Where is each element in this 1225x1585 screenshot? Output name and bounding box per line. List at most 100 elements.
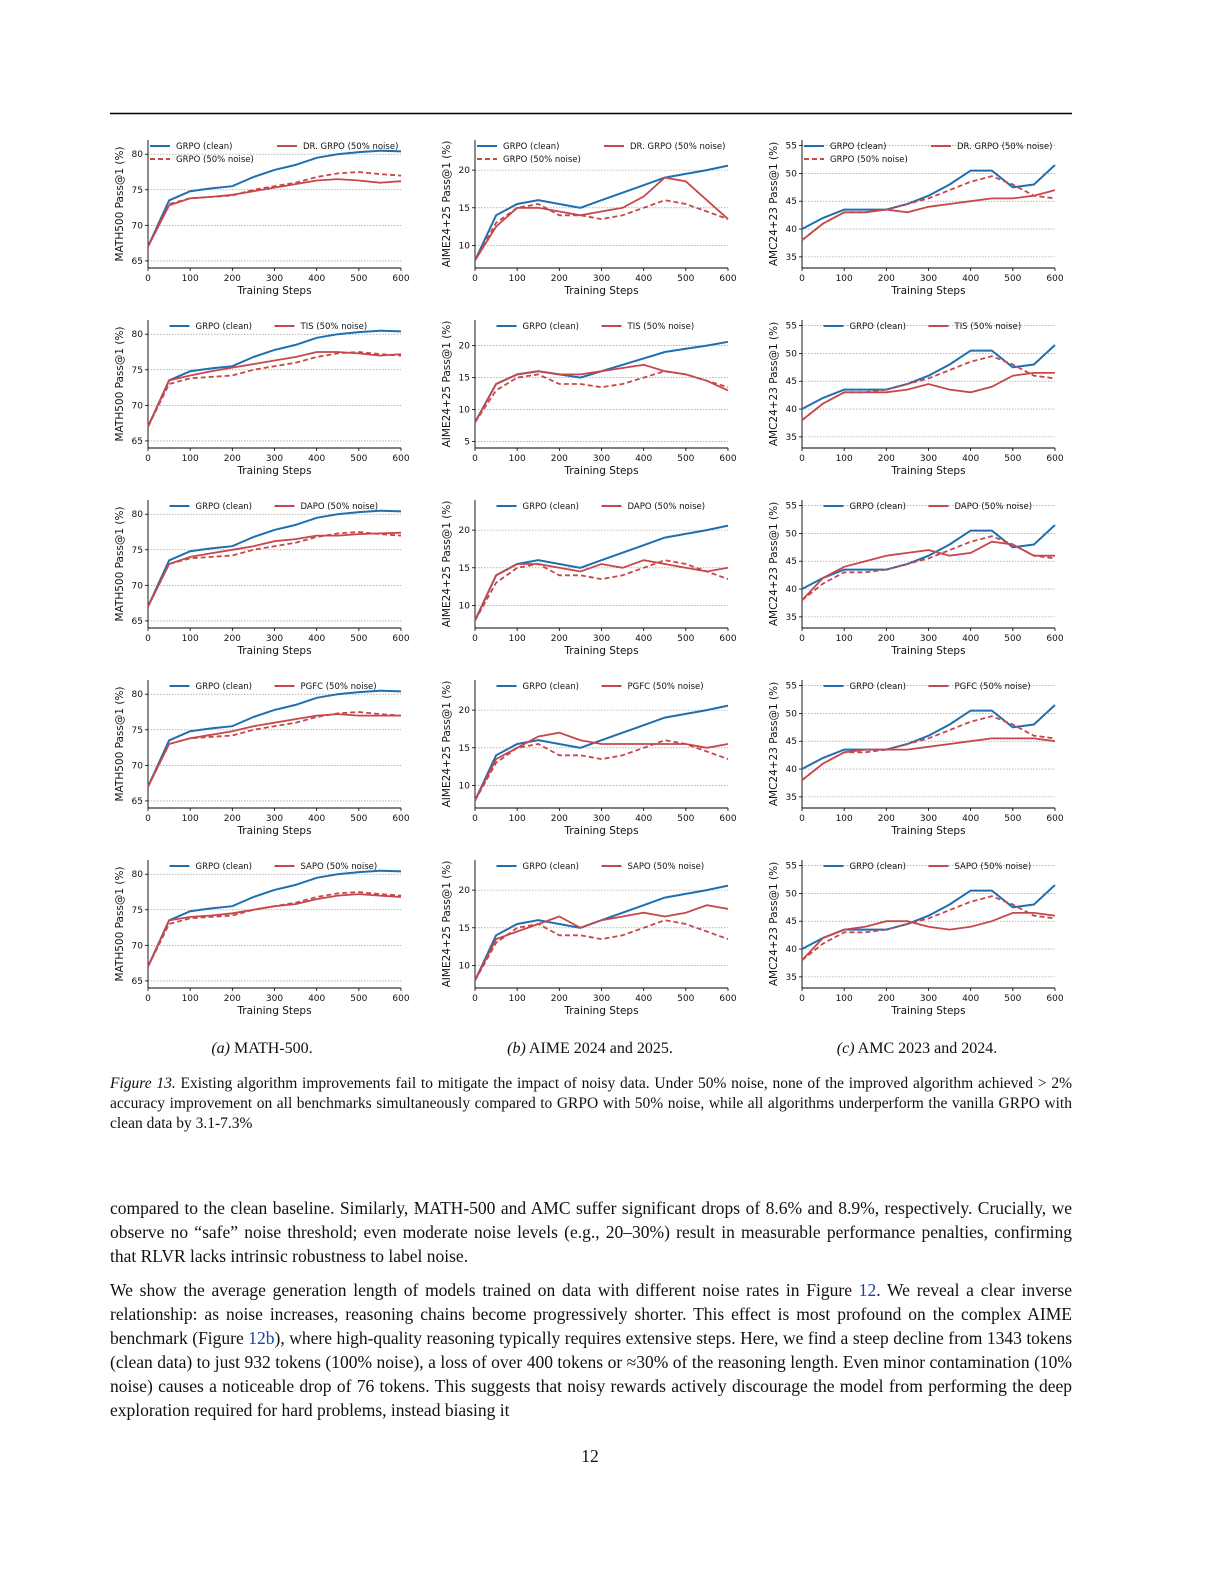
legend-label: GRPO (clean) xyxy=(850,502,907,512)
x-tick-label: 200 xyxy=(551,634,568,644)
series-line xyxy=(147,149,402,248)
series-line xyxy=(801,164,1056,230)
series-line xyxy=(474,919,729,981)
text: We show the average generation length of… xyxy=(110,1280,859,1300)
caption-text: Existing algorithm improvements fail to … xyxy=(110,1075,1072,1132)
legend-label: DAPO (50% noise) xyxy=(301,502,379,512)
series-line xyxy=(801,912,1056,961)
x-tick-label: 100 xyxy=(509,454,526,464)
y-tick-label: 15 xyxy=(459,374,470,384)
y-tick-label: 35 xyxy=(786,433,797,443)
figure-link[interactable]: 12b xyxy=(248,1328,275,1348)
x-tick-label: 100 xyxy=(509,994,526,1004)
y-tick-label: 20 xyxy=(459,886,471,896)
x-tick-label: 400 xyxy=(308,994,325,1004)
series-line xyxy=(474,559,729,621)
x-axis-label: Training Steps xyxy=(563,825,638,837)
y-tick-label: 65 xyxy=(132,617,143,627)
x-tick-label: 600 xyxy=(1046,634,1063,644)
series-line xyxy=(147,329,402,428)
y-axis-label: AMC24+23 Pass@1 (%) xyxy=(768,502,780,626)
paragraph: We show the average generation length of… xyxy=(110,1278,1072,1422)
legend-label: DR. GRPO (50% noise) xyxy=(957,142,1052,152)
x-tick-label: 300 xyxy=(920,454,937,464)
x-tick-label: 400 xyxy=(635,994,652,1004)
x-tick-label: 400 xyxy=(308,814,325,824)
text: ), where high-quality reasoning typicall… xyxy=(110,1328,1073,1420)
y-axis-label: AIME24+25 Pass@1 (%) xyxy=(441,681,453,808)
y-tick-label: 55 xyxy=(786,682,797,692)
y-tick-label: 70 xyxy=(132,221,144,231)
x-tick-label: 100 xyxy=(182,454,199,464)
y-tick-label: 10 xyxy=(459,601,471,611)
x-tick-label: 500 xyxy=(1004,994,1021,1004)
x-axis-label: Training Steps xyxy=(563,645,638,657)
series-line xyxy=(801,372,1055,421)
series-line xyxy=(801,884,1056,950)
y-axis-label: MATH500 Pass@1 (%) xyxy=(114,506,126,621)
y-tick-label: 45 xyxy=(786,917,797,927)
legend-label: TIS (50% noise) xyxy=(300,322,368,332)
x-tick-label: 0 xyxy=(799,454,805,464)
x-tick-label: 300 xyxy=(266,994,283,1004)
y-axis-label: AMC24+23 Pass@1 (%) xyxy=(768,862,780,986)
x-tick-label: 500 xyxy=(1004,454,1021,464)
series-line xyxy=(474,370,729,423)
y-tick-label: 35 xyxy=(786,613,797,623)
x-axis-label: Training Steps xyxy=(563,285,638,297)
x-axis-label: Training Steps xyxy=(236,1005,311,1017)
legend-label: GRPO (clean) xyxy=(850,682,907,692)
x-tick-label: 400 xyxy=(308,454,325,464)
x-tick-label: 400 xyxy=(308,274,325,284)
series-line xyxy=(801,344,1056,410)
x-tick-label: 500 xyxy=(677,274,694,284)
x-tick-label: 300 xyxy=(920,994,937,1004)
x-axis-label: Training Steps xyxy=(236,825,311,837)
y-axis-label: AMC24+23 Pass@1 (%) xyxy=(768,142,780,266)
series-line xyxy=(147,689,402,788)
x-tick-label: 300 xyxy=(593,814,610,824)
x-tick-label: 200 xyxy=(224,454,241,464)
legend-label: SAPO (50% noise) xyxy=(301,862,378,872)
legend-label: GRPO (clean) xyxy=(503,142,560,152)
figure-link[interactable]: 12 xyxy=(858,1280,877,1300)
series-line xyxy=(147,351,402,428)
y-axis-label: AIME24+25 Pass@1 (%) xyxy=(441,501,453,628)
series-line xyxy=(474,704,729,801)
y-tick-label: 20 xyxy=(459,166,471,176)
x-tick-label: 100 xyxy=(182,814,199,824)
legend-label: GRPO (50% noise) xyxy=(503,155,581,165)
y-axis-label: AIME24+25 Pass@1 (%) xyxy=(441,141,453,268)
y-tick-label: 40 xyxy=(786,945,798,955)
series-line xyxy=(147,509,402,608)
y-tick-label: 50 xyxy=(786,889,798,899)
subcaption-text: AIME 2024 and 2025. xyxy=(528,1040,673,1057)
x-tick-label: 0 xyxy=(799,274,805,284)
x-tick-label: 600 xyxy=(1046,994,1063,1004)
x-tick-label: 500 xyxy=(350,274,367,284)
series-line xyxy=(474,731,729,801)
y-tick-label: 50 xyxy=(786,349,798,359)
x-tick-label: 200 xyxy=(878,634,895,644)
x-tick-label: 300 xyxy=(266,274,283,284)
y-tick-label: 70 xyxy=(132,581,144,591)
x-axis-label: Training Steps xyxy=(890,285,965,297)
series-line xyxy=(474,904,729,981)
x-tick-label: 0 xyxy=(145,634,151,644)
y-tick-label: 75 xyxy=(132,366,143,376)
x-tick-label: 100 xyxy=(182,274,199,284)
series-line xyxy=(474,176,729,261)
x-tick-label: 100 xyxy=(836,994,853,1004)
caption-label: Figure 13. xyxy=(110,1075,176,1092)
y-tick-label: 80 xyxy=(132,510,144,520)
x-axis-label: Training Steps xyxy=(236,465,311,477)
x-tick-label: 500 xyxy=(1004,274,1021,284)
legend-label: GRPO (50% noise) xyxy=(830,155,908,165)
x-tick-label: 0 xyxy=(472,274,478,284)
series-line xyxy=(474,340,729,423)
y-axis-label: MATH500 Pass@1 (%) xyxy=(114,686,126,801)
x-tick-label: 500 xyxy=(350,814,367,824)
x-tick-label: 500 xyxy=(1004,814,1021,824)
y-tick-label: 80 xyxy=(132,330,144,340)
legend-label: GRPO (clean) xyxy=(850,322,907,332)
